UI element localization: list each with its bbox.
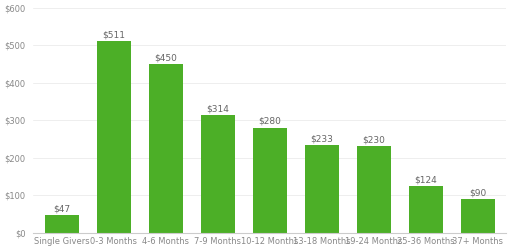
Text: $47: $47 bbox=[53, 204, 70, 213]
Bar bbox=[253, 128, 287, 233]
Text: $450: $450 bbox=[154, 53, 177, 62]
Bar bbox=[149, 64, 183, 233]
Text: $233: $233 bbox=[310, 134, 333, 143]
Text: $511: $511 bbox=[102, 30, 125, 39]
Bar bbox=[409, 186, 442, 233]
Bar bbox=[45, 215, 78, 233]
Bar bbox=[305, 145, 338, 233]
Bar bbox=[201, 115, 234, 233]
Bar bbox=[461, 199, 495, 233]
Text: $230: $230 bbox=[362, 136, 385, 144]
Text: $90: $90 bbox=[469, 188, 486, 197]
Bar bbox=[97, 41, 131, 233]
Bar bbox=[357, 146, 391, 233]
Text: $314: $314 bbox=[206, 104, 229, 113]
Text: $280: $280 bbox=[258, 117, 281, 126]
Text: $124: $124 bbox=[414, 175, 437, 184]
